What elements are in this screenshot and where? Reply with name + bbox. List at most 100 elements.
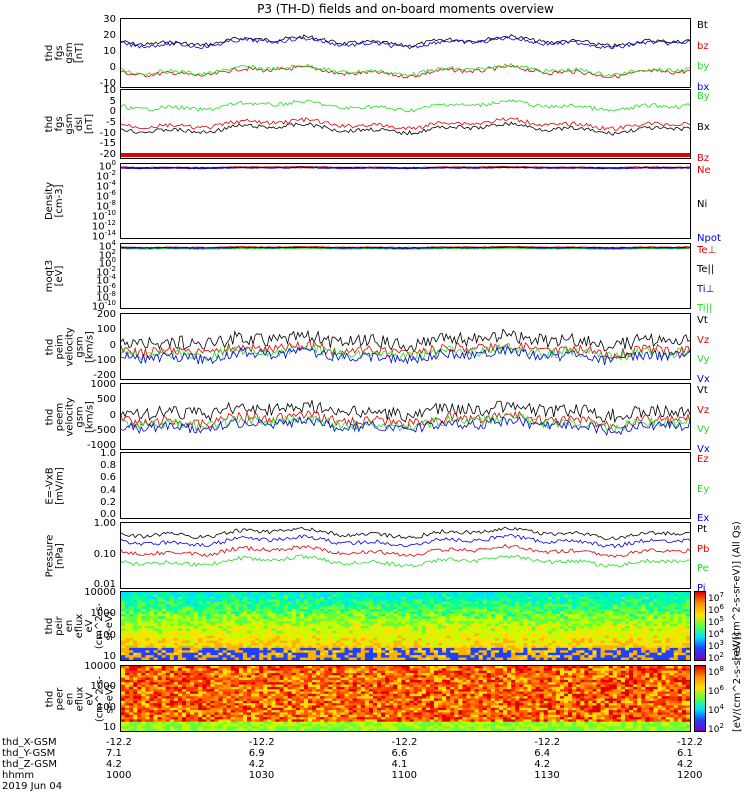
heatmap-cell (210, 599, 215, 603)
heatmap-cell (608, 677, 614, 681)
heatmap-cell (486, 592, 492, 595)
heatmap-cell (454, 640, 459, 644)
heatmap-cell (397, 647, 402, 651)
heatmap-cell (580, 655, 585, 658)
heatmap-cell (421, 601, 427, 605)
heatmap-cell (202, 611, 207, 615)
heatmap-cell (348, 652, 354, 656)
heatmap-cell (279, 621, 284, 624)
heatmap-cell (125, 628, 130, 632)
heatmap-cell (145, 618, 150, 622)
heatmap-cell (474, 650, 480, 654)
heatmap-cell (161, 640, 167, 644)
heatmap-cell (446, 606, 451, 610)
heatmap-cell (421, 594, 427, 598)
heatmap-cell (515, 640, 520, 644)
heatmap-cell (576, 601, 581, 605)
heatmap-cell (588, 645, 593, 649)
heatmap-cell (267, 643, 272, 646)
heatmap-cell (665, 635, 671, 639)
heatmap-cell (596, 647, 601, 651)
heatmap-cell (490, 670, 496, 674)
heatmap-cell (307, 609, 313, 612)
heatmap-cell (547, 616, 553, 620)
heatmap-cell (230, 652, 236, 656)
heatmap-cell (458, 635, 463, 639)
heatmap-cell (287, 655, 293, 658)
heatmap-cell (226, 623, 232, 627)
heatmap-cell (657, 670, 662, 674)
heatmap-cell (551, 675, 557, 679)
heatmap-cell (450, 626, 455, 629)
heatmap-cell (246, 616, 252, 620)
heatmap-cell (181, 596, 187, 600)
heatmap-cell (519, 675, 524, 679)
heatmap-cell (381, 672, 386, 676)
heatmap-cell (498, 623, 504, 627)
heatmap-cell (364, 679, 370, 683)
heatmap-cell (381, 670, 386, 674)
heatmap-cell (450, 652, 455, 656)
heatmap-cell (385, 606, 390, 610)
heatmap-cell (588, 635, 593, 639)
heatmap-cell (230, 675, 236, 679)
heatmap-cell (677, 630, 683, 634)
heatmap-cell (494, 657, 500, 660)
heatmap-cell (600, 668, 606, 672)
heatmap-cell (421, 675, 427, 679)
heatmap-cell (328, 594, 333, 598)
heatmap-cell (324, 626, 329, 629)
heatmap-cell (584, 599, 589, 603)
heatmap-cell (429, 652, 435, 656)
heatmap-cell (645, 655, 650, 658)
heatmap-cell (535, 643, 541, 646)
heatmap-cell (620, 655, 626, 658)
heatmap-cell (153, 604, 158, 607)
heatmap-cell (320, 643, 325, 646)
heatmap-cell (442, 623, 447, 627)
heatmap-cell (596, 655, 601, 658)
heatmap-cell (604, 672, 610, 676)
heatmap-cell (316, 611, 321, 615)
heatmap-cell (291, 635, 297, 639)
heatmap-cell (275, 611, 280, 615)
heatmap-cell (137, 623, 142, 627)
heatmap-cell (568, 609, 573, 612)
heatmap-cell (669, 655, 675, 658)
heatmap-cell (458, 606, 463, 610)
plot-fgs_dsl (121, 99, 690, 136)
heatmap-cell (133, 670, 138, 674)
heatmap-cell (490, 601, 496, 605)
heatmap-cell (259, 677, 264, 681)
heatmap-cell (186, 668, 191, 672)
heatmap-cell (507, 643, 512, 646)
heatmap-cell (133, 609, 138, 612)
heatmap-cell (641, 594, 646, 598)
heatmap-cell (141, 675, 146, 679)
heatmap-cell (417, 630, 423, 634)
heatmap-cell (604, 626, 610, 629)
heatmap-cell (133, 655, 138, 658)
heatmap-cell (125, 599, 130, 603)
heatmap-cell (348, 613, 354, 617)
heatmap-cell (498, 626, 504, 629)
heatmap-cell (177, 675, 183, 679)
heatmap-cell (251, 668, 256, 672)
heatmap-cell (486, 668, 492, 672)
heatmap-cell (177, 640, 183, 644)
heatmap-cell (352, 652, 358, 656)
heatmap-cell (555, 601, 561, 605)
heatmap-cell (478, 626, 484, 629)
heatmap-cell (234, 677, 240, 681)
heatmap-cell (381, 675, 386, 679)
heatmap-cell (433, 640, 439, 644)
heatmap-cell (145, 638, 150, 641)
heatmap-cell (649, 613, 654, 617)
heatmap-cell (377, 596, 382, 600)
heatmap-cell (401, 604, 406, 607)
heatmap-cell (157, 604, 163, 607)
heatmap-cell (198, 599, 203, 603)
heatmap-cell (149, 594, 154, 598)
heatmap-cell (259, 657, 264, 660)
heatmap-cell (161, 599, 167, 603)
